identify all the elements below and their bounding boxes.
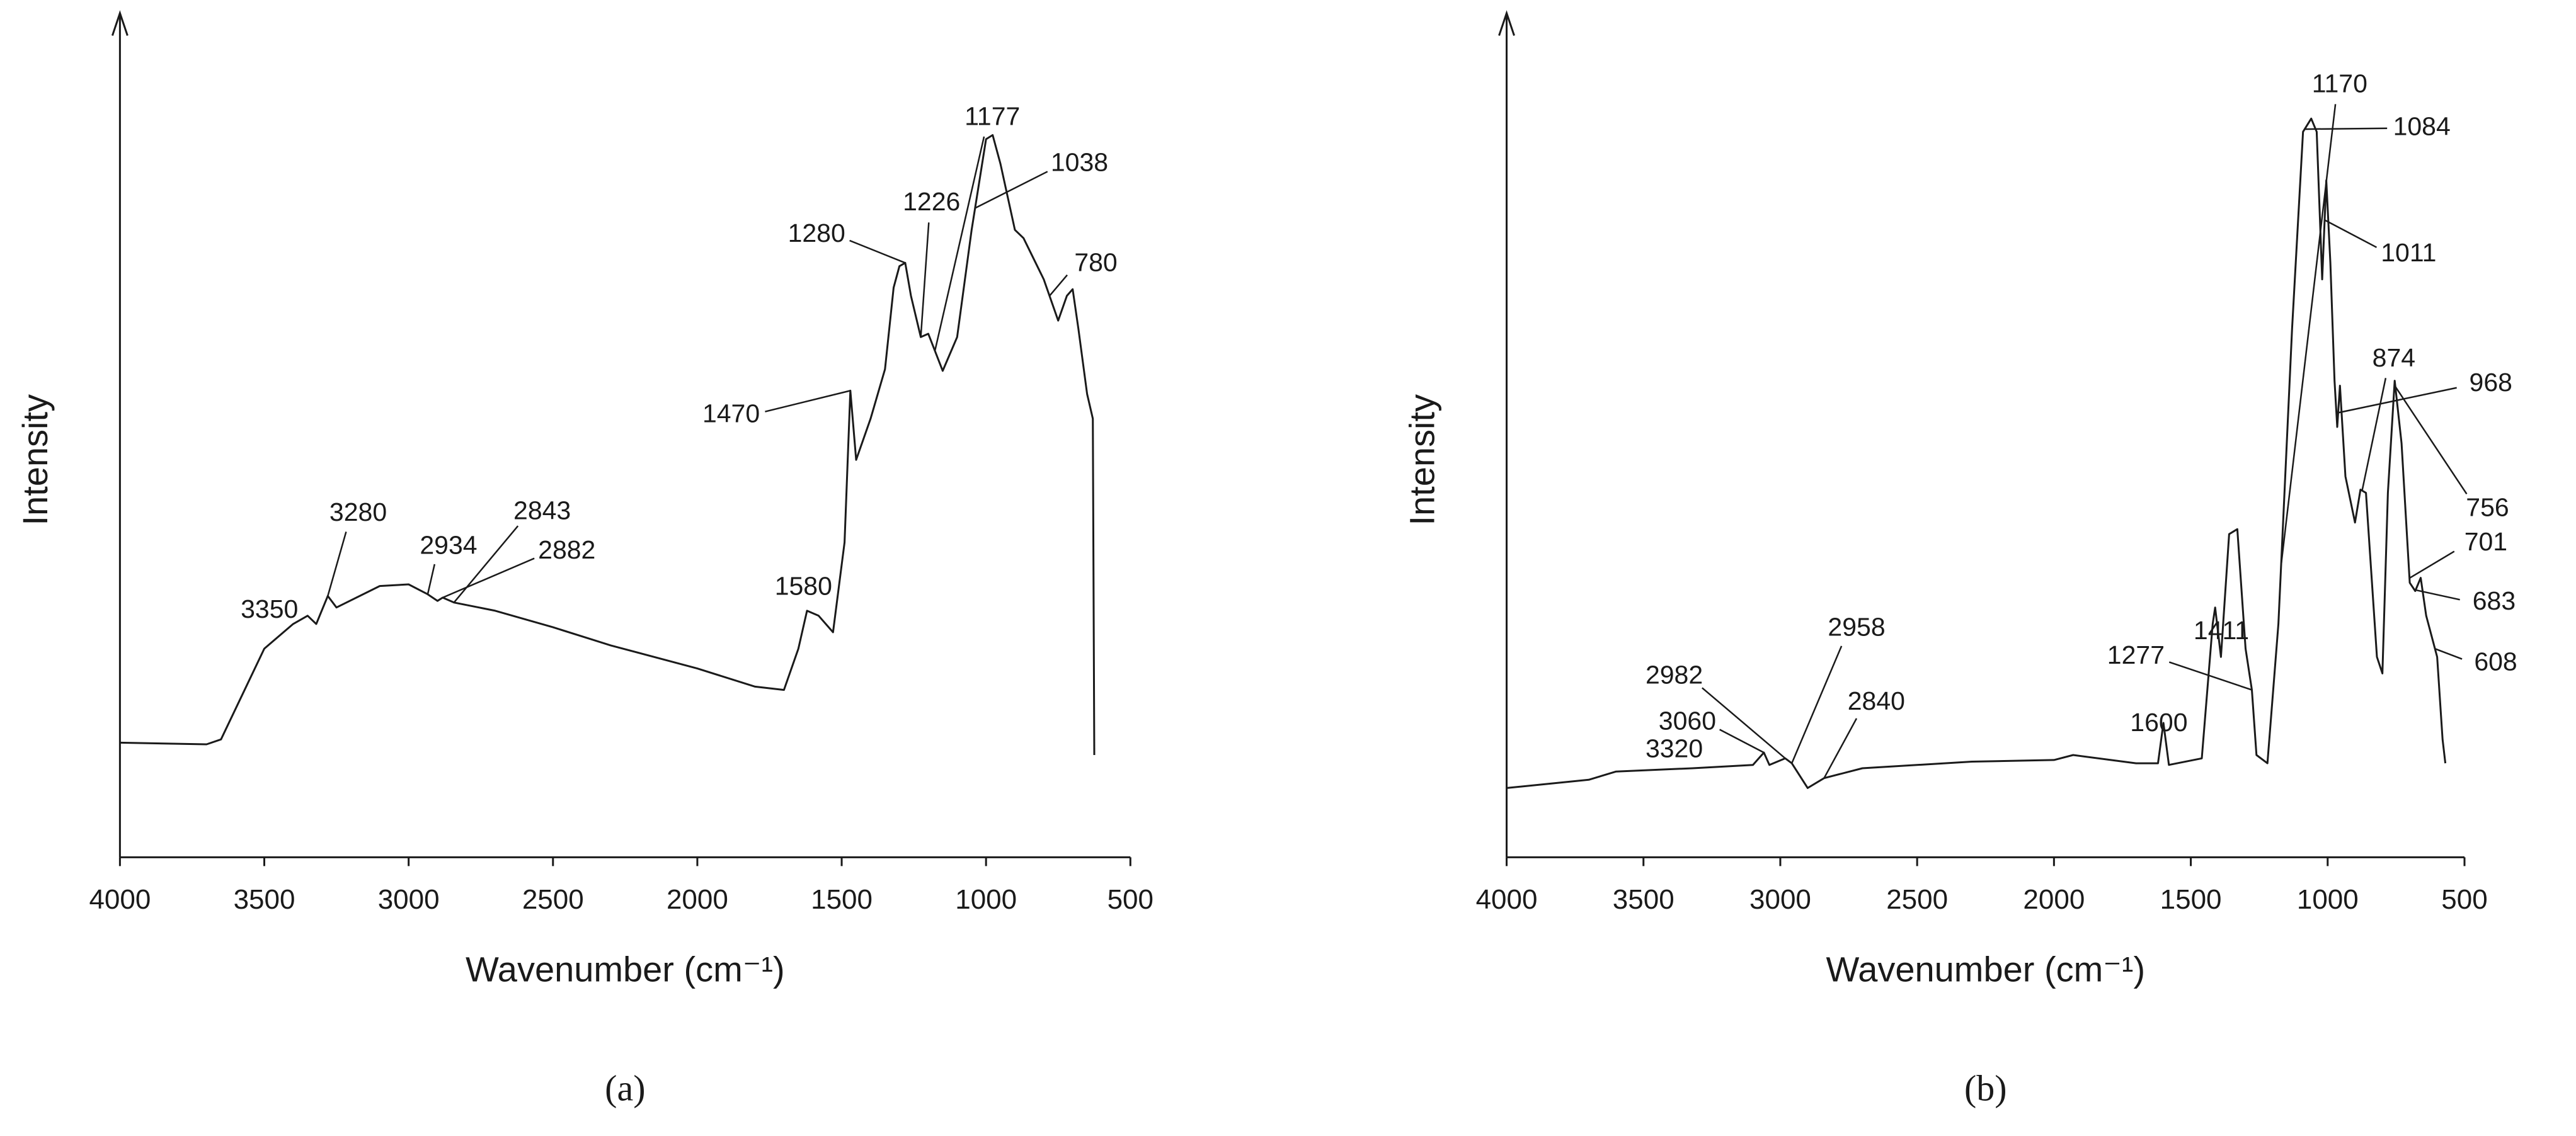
x-tick-label: 1000: [2297, 884, 2359, 915]
peak-label: 1226: [903, 187, 960, 216]
panel-label: (a): [605, 1068, 645, 1109]
peak-leader: [2304, 127, 2388, 130]
peak-leader: [934, 136, 985, 351]
peak-leader: [1791, 645, 1843, 764]
peak-leader: [442, 557, 535, 599]
peak-label: 1411: [2194, 616, 2249, 645]
spectrum-line: [1506, 117, 2447, 789]
peak-leader: [975, 171, 1048, 209]
peak-leader: [426, 564, 436, 595]
peak-leader: [2168, 661, 2252, 691]
x-tick-label: 3000: [378, 884, 440, 915]
peak-label: 1580: [775, 571, 832, 600]
x-tick-label: 4000: [89, 884, 151, 915]
peak-leader: [1702, 687, 1786, 759]
peak-leader: [2324, 219, 2378, 248]
peak-leader: [2361, 378, 2387, 491]
x-tick-label: 3500: [1613, 884, 1674, 915]
x-tick-label: 1500: [2160, 884, 2222, 915]
peak-label: 780: [1074, 248, 1117, 277]
peak-label: 756: [2466, 492, 2509, 521]
peak-leader: [2409, 550, 2455, 579]
x-axis-title: Wavenumber (cm⁻¹): [1826, 950, 2145, 989]
peak-label: 1084: [2393, 111, 2451, 140]
peak-leader: [1823, 718, 1858, 779]
x-axis-title: Wavenumber (cm⁻¹): [466, 950, 785, 989]
x-tick-label: 3000: [1749, 884, 1811, 915]
peak-label: 1011: [2381, 238, 2436, 267]
peak-label: 968: [2470, 368, 2512, 397]
peak-label: 1470: [702, 399, 760, 428]
x-tick-label: 500: [2441, 884, 2487, 915]
peak-leader: [453, 525, 519, 603]
peak-label: 1600: [2130, 708, 2187, 737]
peak-leader: [849, 239, 906, 264]
peak-label: 2982: [1646, 660, 1703, 689]
peak-label: 608: [2474, 647, 2517, 676]
peak-leader: [2393, 385, 2468, 495]
peak-label: 1277: [2107, 640, 2165, 669]
peak-label: 701: [2464, 527, 2507, 556]
panel-label: (b): [1964, 1068, 2007, 1109]
x-tick-label: 4000: [1476, 884, 1538, 915]
x-tick-label: 3500: [234, 884, 295, 915]
x-tick-label: 2500: [522, 884, 584, 915]
peak-leader: [2434, 647, 2463, 660]
x-tick-label: 1500: [811, 884, 873, 915]
peak-label: 2843: [513, 496, 571, 525]
peak-label: 1038: [1051, 148, 1108, 177]
peak-label: 1170: [2312, 69, 2367, 98]
peak-label: 3320: [1646, 734, 1703, 763]
peak-label: 874: [2373, 343, 2415, 372]
peak-leader: [2336, 387, 2457, 414]
x-tick-label: 500: [1108, 884, 1153, 915]
peak-label: 3350: [241, 594, 298, 623]
peak-leader: [2280, 104, 2337, 565]
peak-label: 3060: [1659, 706, 1716, 735]
peak-leader: [327, 531, 347, 596]
spectrum-line: [120, 134, 1096, 756]
x-tick-label: 2000: [667, 884, 728, 915]
x-tick-label: 2000: [2023, 884, 2085, 915]
peak-label: 3280: [329, 497, 387, 526]
y-axis-arrow: [1498, 10, 1515, 36]
y-axis-arrow: [111, 10, 129, 36]
peak-label: 2840: [1848, 686, 1905, 715]
y-axis-title: Intensity: [1402, 394, 1441, 526]
x-tick-label: 2500: [1886, 884, 1948, 915]
peak-label: 683: [2473, 586, 2516, 615]
y-axis-title: Intensity: [15, 394, 55, 526]
peak-leader: [765, 390, 851, 412]
peak-leader: [1719, 729, 1765, 754]
peak-label: 1177: [965, 102, 1020, 131]
peak-label: 2882: [538, 535, 595, 564]
peak-label: 1280: [788, 219, 845, 247]
peak-leader: [920, 222, 930, 338]
peak-label: 2934: [420, 530, 477, 559]
peak-label: 2958: [1828, 613, 1885, 642]
x-tick-label: 1000: [955, 884, 1017, 915]
peak-leader: [2414, 589, 2460, 601]
peak-leader: [1049, 274, 1068, 297]
